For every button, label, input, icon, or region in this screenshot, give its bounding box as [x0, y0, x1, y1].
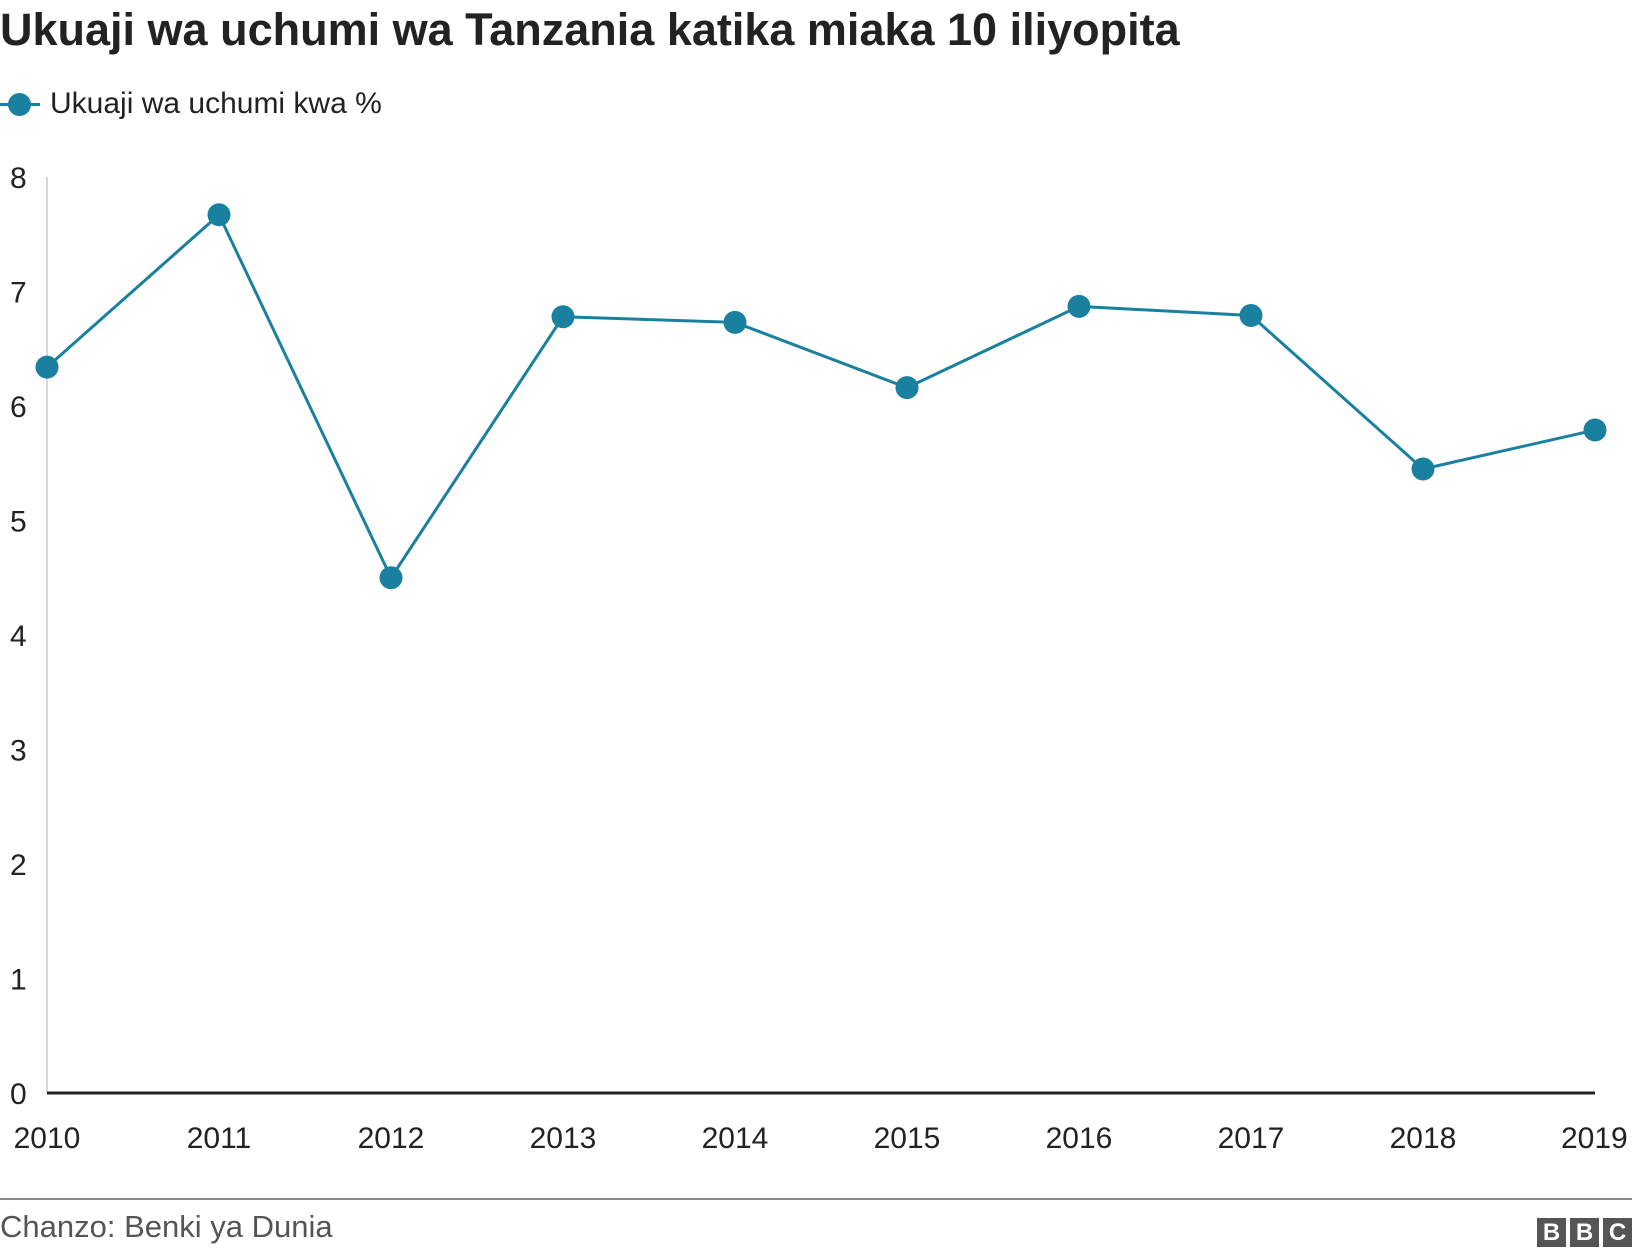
x-tick-label: 2010	[14, 1122, 81, 1155]
data-point	[35, 355, 59, 379]
x-tick-label: 2017	[1218, 1122, 1285, 1155]
chart-legend: Ukuaji wa uchumi kwa %	[0, 86, 382, 122]
data-point	[1411, 457, 1435, 481]
y-tick-label: 8	[10, 162, 27, 195]
data-point	[551, 305, 575, 329]
y-tick-label: 5	[10, 506, 27, 539]
y-tick-label: 6	[10, 391, 27, 424]
data-point	[379, 566, 403, 590]
y-tick-label: 0	[10, 1078, 27, 1111]
data-point	[1067, 294, 1091, 318]
y-tick-label: 3	[10, 735, 27, 768]
chart-title: Ukuaji wa uchumi wa Tanzania katika miak…	[0, 4, 1180, 55]
series-line	[46, 213, 1596, 580]
x-tick-label: 2012	[358, 1122, 425, 1155]
y-tick-label: 4	[10, 620, 27, 653]
data-point	[207, 203, 231, 227]
y-tick-label: 1	[10, 964, 27, 997]
bbc-logo-letter: C	[1603, 1218, 1632, 1247]
data-point	[895, 376, 919, 400]
data-point	[723, 310, 747, 334]
bbc-logo: B B C	[1537, 1218, 1632, 1247]
x-tick-label: 2015	[874, 1122, 941, 1155]
bbc-logo-letter: B	[1570, 1218, 1599, 1247]
x-tick-label: 2018	[1390, 1122, 1457, 1155]
legend-dot	[8, 93, 31, 116]
x-tick-label: 2014	[702, 1122, 769, 1155]
legend-marker-icon	[0, 86, 40, 122]
data-point	[1239, 304, 1263, 328]
legend-label: Ukuaji wa uchumi kwa %	[50, 87, 382, 120]
x-tick-label: 2011	[187, 1122, 252, 1155]
x-tick-label: 2016	[1046, 1122, 1113, 1155]
source-note: Chanzo: Benki ya Dunia	[0, 1209, 333, 1244]
y-tick-label: 2	[10, 849, 27, 882]
x-axis: 2010 2011 2012 2013 2014 2015 2016 2017 2018 2019	[14, 1091, 1628, 1155]
series-layer	[35, 203, 1607, 590]
x-tick-label: 2013	[530, 1122, 597, 1155]
footer-divider	[0, 1198, 1632, 1200]
y-tick-label: 7	[10, 277, 27, 310]
x-tick-label: 2019	[1561, 1122, 1628, 1155]
data-point	[1583, 418, 1607, 442]
bbc-logo-letter: B	[1537, 1218, 1566, 1247]
y-axis: 0 1 2 3 4 5 6 7 8	[10, 162, 48, 1111]
